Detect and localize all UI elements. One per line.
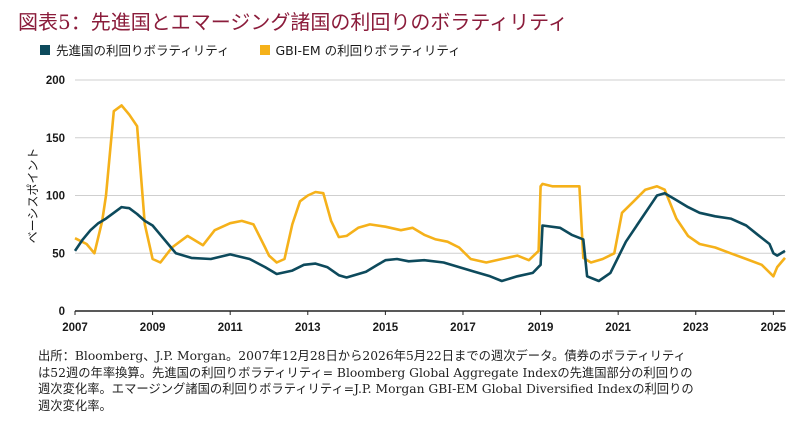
x-tick-label: 2011 (218, 322, 244, 334)
legend-item-dm: 先進国の利回りボラティリティ (40, 40, 230, 59)
x-tick-label: 2025 (761, 322, 787, 334)
legend-label-dm: 先進国の利回りボラティリティ (56, 43, 230, 58)
footnote-line: 週次変化率。 (38, 398, 112, 413)
legend-item-em: GBI-EM の利回りボラティリティ (259, 40, 461, 59)
y-tick-label: 0 (59, 306, 65, 318)
y-tick-label: 50 (52, 248, 65, 260)
legend-label-em: GBI-EM の利回りボラティリティ (275, 43, 461, 58)
x-tick-label: 2013 (295, 322, 321, 334)
legend-swatch-em (259, 44, 270, 55)
x-tick-label: 2019 (528, 322, 554, 334)
series-line-developed (73, 191, 786, 283)
y-axis-label: ベーシスポイント (26, 148, 40, 244)
footnote-line: は52週の年率換算。先進国の利回りボラティリティ= Bloomberg Glob… (38, 365, 693, 380)
x-tick-label: 2007 (62, 322, 88, 334)
x-tick-label: 2023 (683, 322, 709, 334)
footnote: 出所：Bloomberg、J.P. Morgan。2007年12月28日から20… (38, 348, 790, 414)
y-tick-label: 150 (46, 133, 65, 145)
legend: 先進国の利回りボラティリティ GBI-EM の利回りボラティリティ (40, 40, 487, 59)
y-tick-label: 100 (46, 191, 65, 203)
x-tick-label: 2015 (373, 322, 399, 334)
footnote-line: 出所：Bloomberg、J.P. Morgan。2007年12月28日から20… (38, 349, 686, 363)
line-chart: 0 50 100 150 200 2007 2009 2011 2013 2015 2017 2019… (26, 75, 787, 334)
footnote-line: 週次変化率。エマージング諸国の利回りボラティリティ=J.P. Morgan GB… (38, 382, 694, 396)
x-tick-label: 2009 (140, 322, 166, 334)
legend-swatch-dm (40, 44, 50, 55)
x-tick-label: 2021 (605, 322, 631, 334)
y-tick-label: 200 (46, 75, 65, 87)
x-tick-label: 2017 (450, 322, 476, 334)
series-line-emerging (74, 104, 786, 278)
chart-title: 図表5：先進国とエマージング諸国の利回りのボラティリティ (18, 10, 568, 34)
